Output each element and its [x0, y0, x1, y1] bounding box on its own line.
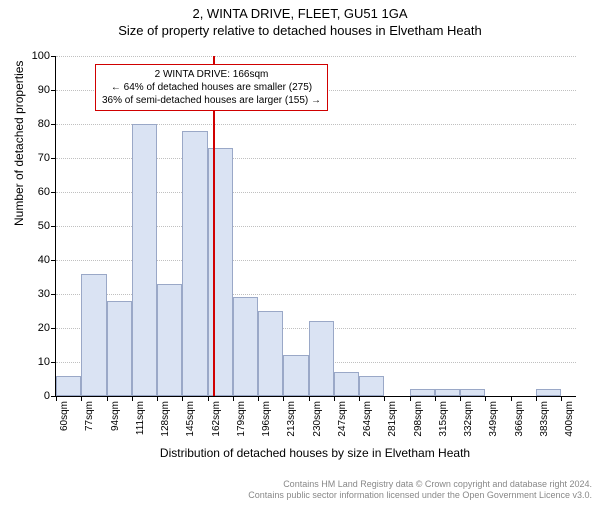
xtick-mark — [485, 396, 486, 401]
ytick-label: 40 — [20, 254, 50, 266]
histogram-bar — [107, 301, 132, 396]
footer-attribution: Contains HM Land Registry data © Crown c… — [248, 479, 592, 502]
xtick-label: 383sqm — [539, 401, 550, 437]
x-axis-label: Distribution of detached houses by size … — [55, 446, 575, 460]
chart-area: 60sqm77sqm94sqm111sqm128sqm145sqm162sqm1… — [55, 56, 575, 396]
ytick-label: 10 — [20, 356, 50, 368]
histogram-bar — [410, 389, 435, 396]
xtick-label: 281sqm — [387, 401, 398, 437]
xtick-label: 264sqm — [362, 401, 373, 437]
xtick-mark — [511, 396, 512, 401]
xtick-mark — [384, 396, 385, 401]
ytick-label: 100 — [20, 50, 50, 62]
xtick-mark — [107, 396, 108, 401]
histogram-bar — [56, 376, 81, 396]
ytick-label: 70 — [20, 152, 50, 164]
xtick-label: 366sqm — [514, 401, 525, 437]
ytick-label: 20 — [20, 322, 50, 334]
xtick-mark — [536, 396, 537, 401]
ytick-label: 50 — [20, 220, 50, 232]
ytick-label: 60 — [20, 186, 50, 198]
ytick-label: 0 — [20, 390, 50, 402]
xtick-label: 315sqm — [438, 401, 449, 437]
xtick-label: 77sqm — [84, 401, 95, 431]
chart-title-sub: Size of property relative to detached ho… — [0, 23, 600, 38]
xtick-mark — [132, 396, 133, 401]
xtick-label: 128sqm — [160, 401, 171, 437]
xtick-label: 60sqm — [59, 401, 70, 431]
xtick-mark — [81, 396, 82, 401]
xtick-mark — [182, 396, 183, 401]
chart-container: 2, WINTA DRIVE, FLEET, GU51 1GA Size of … — [0, 6, 600, 506]
xtick-label: 196sqm — [261, 401, 272, 437]
xtick-label: 230sqm — [312, 401, 323, 437]
chart-title-main: 2, WINTA DRIVE, FLEET, GU51 1GA — [0, 6, 600, 21]
xtick-mark — [233, 396, 234, 401]
histogram-bar — [536, 389, 561, 396]
xtick-label: 179sqm — [236, 401, 247, 437]
xtick-mark — [258, 396, 259, 401]
xtick-label: 349sqm — [488, 401, 499, 437]
annotation-line2: ← 64% of detached houses are smaller (27… — [102, 81, 321, 94]
xtick-mark — [157, 396, 158, 401]
histogram-bar — [208, 148, 233, 396]
xtick-mark — [334, 396, 335, 401]
histogram-bar — [460, 389, 485, 396]
histogram-bar — [334, 372, 359, 396]
annotation-box: 2 WINTA DRIVE: 166sqm ← 64% of detached … — [95, 64, 328, 111]
xtick-mark — [410, 396, 411, 401]
histogram-bar — [233, 297, 258, 396]
footer-line1: Contains HM Land Registry data © Crown c… — [248, 479, 592, 491]
xtick-mark — [309, 396, 310, 401]
xtick-mark — [460, 396, 461, 401]
xtick-label: 111sqm — [135, 401, 146, 435]
histogram-bar — [283, 355, 308, 396]
xtick-label: 298sqm — [413, 401, 424, 437]
xtick-mark — [283, 396, 284, 401]
xtick-label: 162sqm — [211, 401, 222, 437]
xtick-mark — [561, 396, 562, 401]
xtick-label: 145sqm — [185, 401, 196, 437]
histogram-bar — [81, 274, 106, 396]
xtick-label: 332sqm — [463, 401, 474, 437]
histogram-bar — [435, 389, 460, 396]
histogram-bar — [359, 376, 384, 396]
ytick-label: 80 — [20, 118, 50, 130]
histogram-bar — [182, 131, 207, 396]
ytick-label: 30 — [20, 288, 50, 300]
annotation-line3: 36% of semi-detached houses are larger (… — [102, 94, 321, 107]
histogram-bar — [258, 311, 283, 396]
annotation-line1: 2 WINTA DRIVE: 166sqm — [102, 68, 321, 81]
footer-line2: Contains public sector information licen… — [248, 490, 592, 502]
histogram-bar — [309, 321, 334, 396]
xtick-mark — [56, 396, 57, 401]
xtick-label: 247sqm — [337, 401, 348, 437]
xtick-label: 400sqm — [564, 401, 575, 437]
xtick-mark — [435, 396, 436, 401]
xtick-mark — [359, 396, 360, 401]
xtick-mark — [208, 396, 209, 401]
histogram-bar — [132, 124, 157, 396]
ytick-label: 90 — [20, 84, 50, 96]
histogram-bar — [157, 284, 182, 396]
xtick-label: 94sqm — [110, 401, 121, 431]
xtick-label: 213sqm — [286, 401, 297, 437]
